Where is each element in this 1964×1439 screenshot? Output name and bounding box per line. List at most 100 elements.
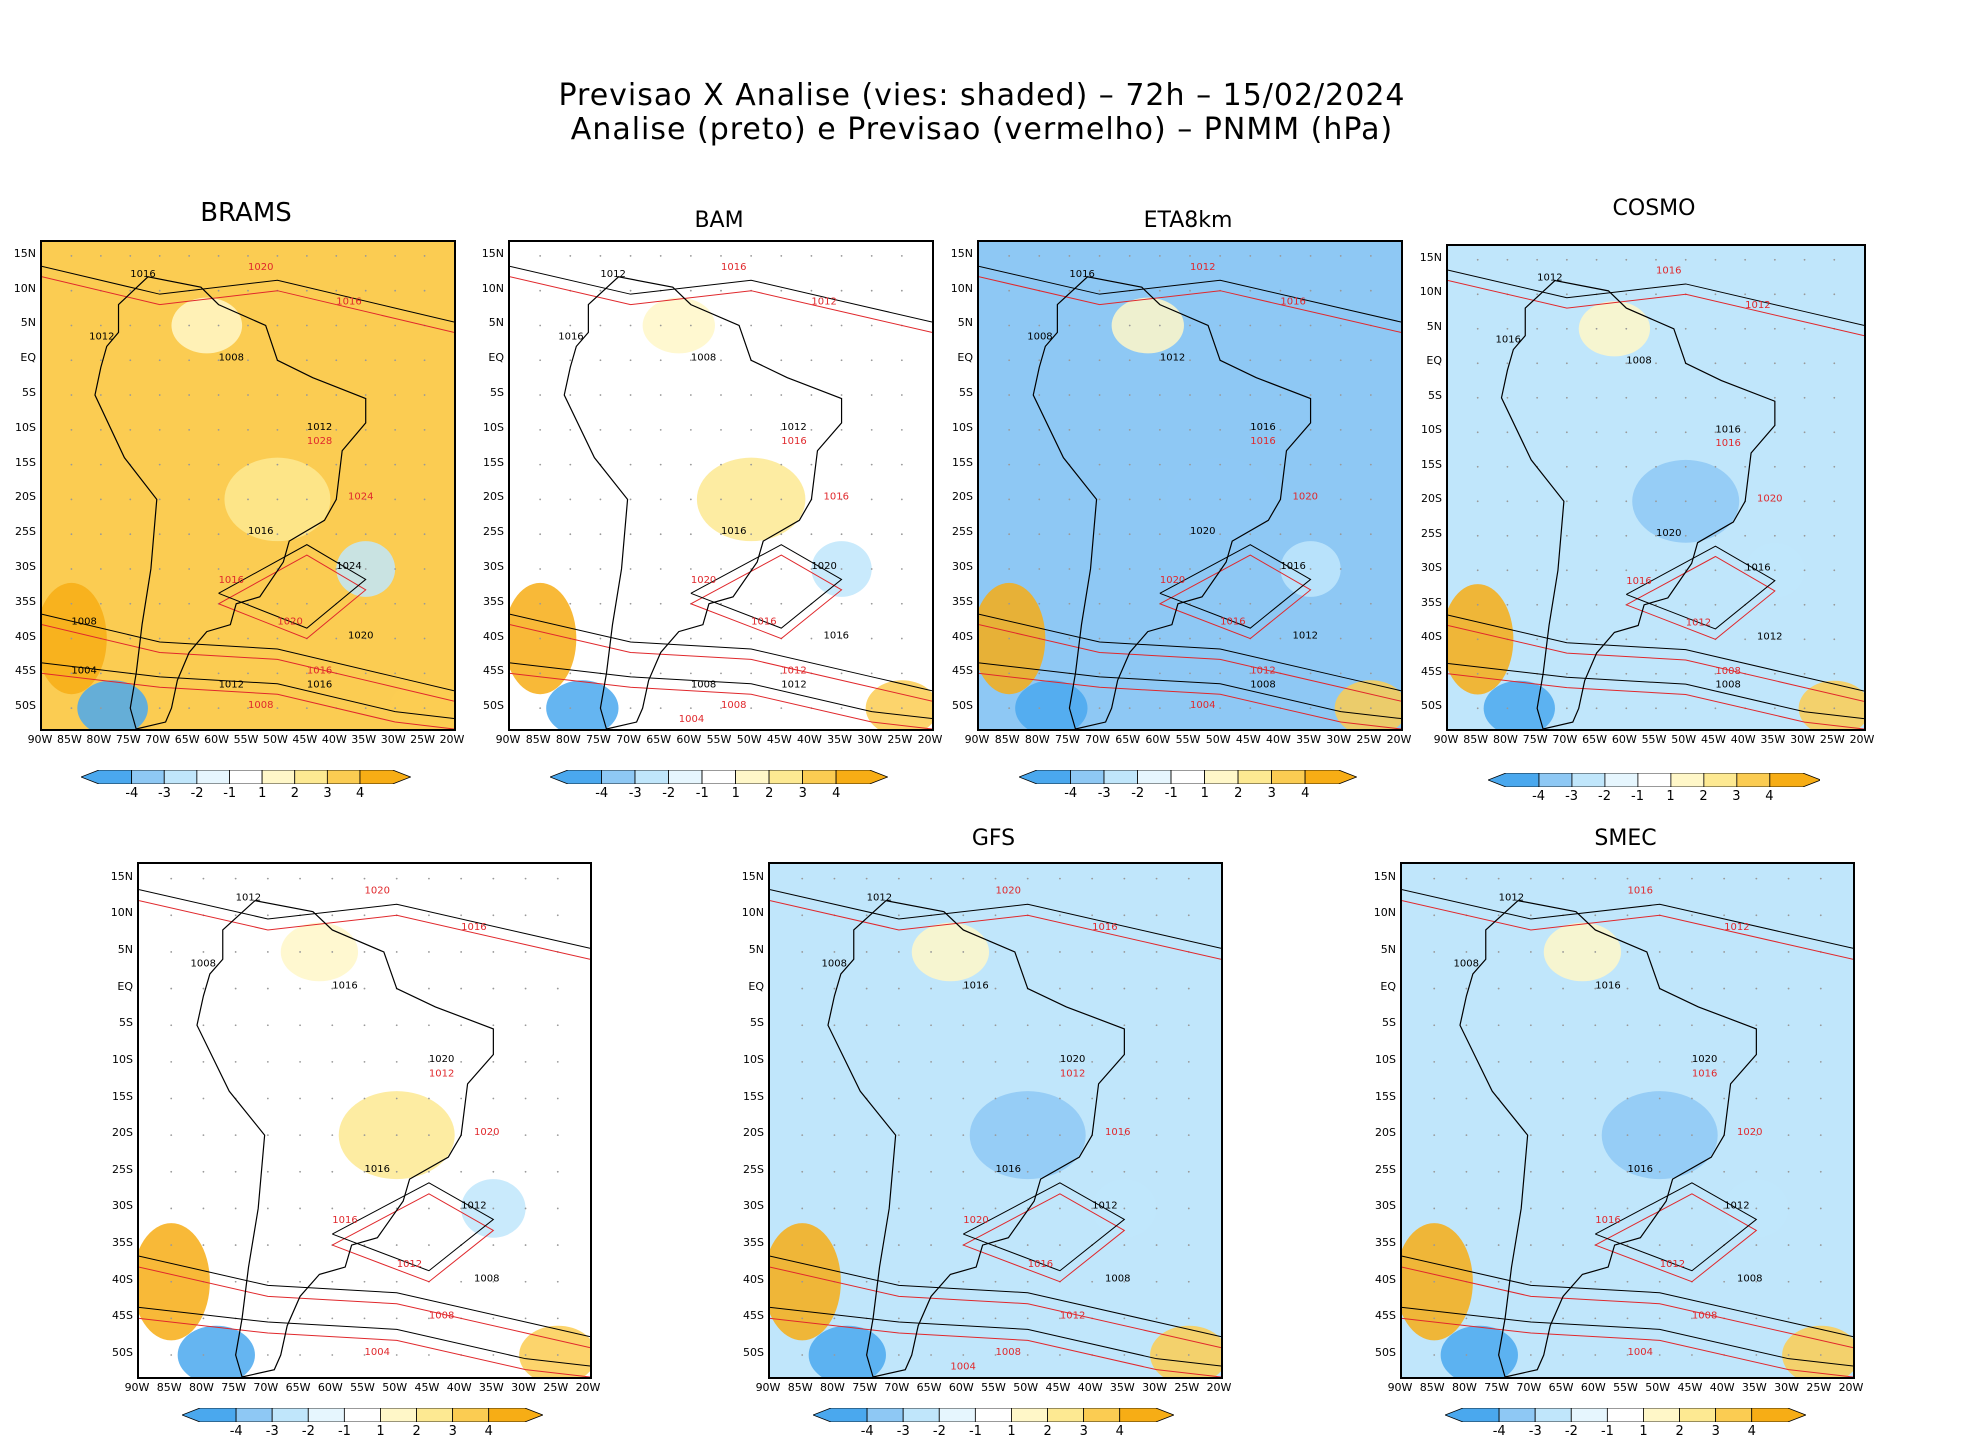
lat-tick-label: 10N <box>741 906 764 920</box>
lon-tick-label: 40W <box>321 733 347 746</box>
lon-tick-label: 55W <box>1613 1381 1638 1394</box>
colorbar-tick-label: -3 <box>1528 1424 1542 1439</box>
lon-tick-label: 55W <box>706 733 732 746</box>
lat-tick-label: 30S <box>1375 1199 1396 1213</box>
lon-tick-label: 70W <box>616 733 641 746</box>
forecast-isobar <box>42 672 454 729</box>
analysis-contour-label: 1016 <box>130 269 155 280</box>
colorbar-segment <box>634 770 670 784</box>
lon-tick-label: 25W <box>543 1381 569 1394</box>
colorbar-tick-label: 1 <box>376 1424 385 1439</box>
lon-tick-label: 35W <box>1760 733 1786 746</box>
lon-tick-label: 80W <box>555 733 581 746</box>
lon-tick-label: 75W <box>221 1381 247 1394</box>
lat-tick-label: EQ <box>957 351 973 365</box>
lat-tick-label: 5N <box>1426 319 1442 333</box>
lon-tick-label: 90W <box>1433 733 1459 746</box>
analysis-contour-label: 1016 <box>1280 561 1305 572</box>
colorbar-tick-label: -2 <box>1598 789 1612 804</box>
lat-tick-label: 45S <box>112 1309 133 1323</box>
lon-tick-label: 25W <box>1174 1381 1200 1394</box>
colorbar-segment <box>196 770 231 784</box>
analysis-contour-label: 1008 <box>1715 680 1740 691</box>
colorbar-segment <box>1445 1408 1500 1422</box>
lon-tick-label: 50W <box>1013 1381 1039 1394</box>
analysis-contour-label: 1020 <box>348 631 373 642</box>
lat-tick-label: 15N <box>110 869 133 883</box>
colorbar-segment <box>835 770 888 784</box>
analysis-contour-label: 1008 <box>1626 355 1651 366</box>
lon-tick-label: 70W <box>145 733 171 746</box>
analysis-isobar <box>770 1306 1221 1367</box>
colorbar-segment <box>1498 1408 1536 1422</box>
lat-tick-label: 40S <box>112 1272 133 1286</box>
lon-tick-label: 20W <box>1838 1381 1864 1394</box>
map-panel-5: 1012 1008 1016 1020 1016 1012 1008 1020 1016 1012… <box>137 862 592 1379</box>
lon-tick-label: 70W <box>1552 733 1578 746</box>
bias-map: 1012 1016 1008 1016 1020 1016 1012 1008 1016 1012… <box>1448 246 1864 729</box>
lat-tick-label: EQ <box>748 979 764 993</box>
colorbar-segment <box>601 770 636 784</box>
colorbar <box>182 1408 543 1422</box>
forecast-contour-label: 1016 <box>1626 576 1651 587</box>
bias-blob <box>1448 584 1514 695</box>
bias-blob <box>546 680 619 729</box>
lon-tick-label: 35W <box>827 733 852 746</box>
colorbar-segment <box>1607 1408 1644 1422</box>
lon-tick-label: 70W <box>1085 733 1110 746</box>
lat-tick-label: 45S <box>743 1309 764 1323</box>
forecast-isobar <box>770 900 1221 960</box>
lat-tick-label: EQ <box>1426 354 1442 368</box>
forecast-contour-label: 1016 <box>1028 1259 1053 1270</box>
colorbar-tick-label: 4 <box>832 786 841 801</box>
lon-tick-label: 30W <box>857 733 883 746</box>
colorbar-segment <box>1715 1408 1753 1422</box>
colorbar-segment <box>1019 770 1072 784</box>
colorbar-tick-label: -2 <box>301 1424 315 1439</box>
lat-tick-label: 10S <box>483 420 504 434</box>
analysis-contour-label: 1012 <box>1724 1200 1749 1211</box>
colorbar <box>550 770 888 784</box>
forecast-isobar <box>510 672 932 729</box>
forecast-contour-label: 1008 <box>721 700 746 711</box>
forecast-contour-label: 1012 <box>397 1259 422 1270</box>
forecast-contour-label: 1004 <box>1628 1347 1653 1358</box>
colorbar-tick-label: -3 <box>265 1424 279 1439</box>
colorbar-segment <box>1137 770 1172 784</box>
lon-tick-label: 75W <box>852 1381 878 1394</box>
lon-tick-label: 40W <box>1730 733 1756 746</box>
forecast-contour-label: 1016 <box>781 436 806 447</box>
bias-blob <box>1440 1325 1518 1377</box>
lon-tick-label: 65W <box>285 1381 311 1394</box>
colorbar-tick-label: -1 <box>695 786 709 801</box>
lon-tick-label: 45W <box>766 733 792 746</box>
lat-tick-label: 5S <box>119 1016 133 1030</box>
bias-map: 1012 1016 1008 1012 1016 1020 1016 1012 1008 1016… <box>510 242 932 729</box>
analysis-contour-label: 1012 <box>1160 352 1185 363</box>
lat-tick-label: 15S <box>1421 457 1442 471</box>
colorbar-tick-label: -4 <box>125 786 139 801</box>
continent-outline <box>94 276 367 729</box>
lat-tick-label: 5S <box>490 386 504 400</box>
lon-tick-label: 85W <box>525 733 551 746</box>
lat-tick-label: 10S <box>112 1052 133 1066</box>
lat-tick-label: 5S <box>1382 1016 1396 1030</box>
analysis-contour-label: 1016 <box>996 1164 1021 1175</box>
lat-tick-label: 50S <box>952 699 973 713</box>
forecast-isobar <box>1448 673 1864 729</box>
map-panel-2: 1012 1016 1008 1012 1016 1020 1016 1012 1008 1016… <box>508 240 934 731</box>
forecast-isobar <box>979 624 1401 702</box>
analysis-contour-label: 1016 <box>558 331 583 342</box>
lon-tick-label: 30W <box>1774 1381 1799 1394</box>
lon-tick-label: 35W <box>1741 1381 1767 1394</box>
map-panel-3: 1016 1008 1012 1016 1020 1016 1012 1008 1012 1016… <box>977 240 1403 731</box>
analysis-contour-label: 1012 <box>1092 1200 1117 1211</box>
colorbar-segment <box>81 770 133 784</box>
forecast-contour-label: 1016 <box>1595 1215 1620 1226</box>
colorbar-segment <box>902 1408 940 1422</box>
forecast-contour-label: 1016 <box>1628 885 1653 896</box>
lon-tick-label: 20W <box>575 1381 601 1394</box>
forecast-isobar <box>139 900 590 960</box>
analysis-contour-label: 1016 <box>1715 424 1740 435</box>
lat-tick-label: 30S <box>112 1199 133 1213</box>
